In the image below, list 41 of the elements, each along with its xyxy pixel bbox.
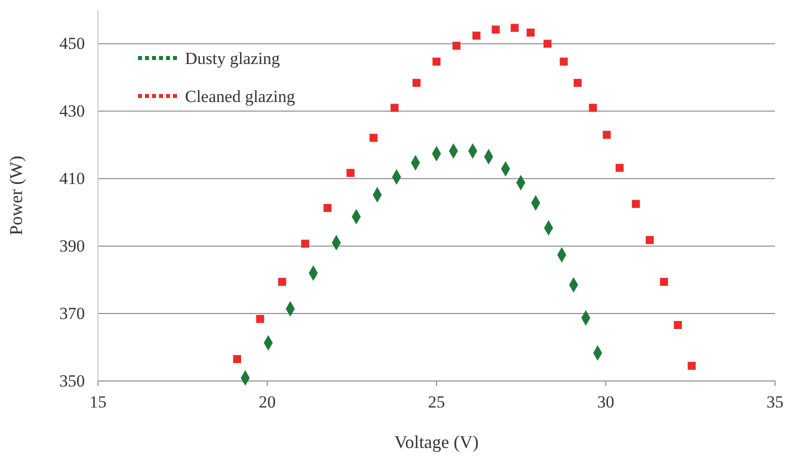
- point: [324, 204, 332, 212]
- point: [412, 78, 421, 87]
- y-axis-title: Power (W): [6, 156, 26, 236]
- point: [674, 321, 682, 330]
- x-axis-title: Voltage (V): [394, 432, 479, 452]
- point: [452, 42, 460, 50]
- y-tick-label: 370: [59, 304, 85, 323]
- point: [602, 130, 611, 139]
- legend-label: Dusty glazing: [185, 49, 280, 68]
- legend-label: Cleaned glazing: [185, 87, 296, 106]
- point: [301, 240, 310, 248]
- point: [346, 168, 355, 177]
- point: [646, 236, 654, 244]
- y-tick-label: 450: [59, 34, 85, 54]
- x-tick-label: 25: [428, 392, 445, 412]
- x-tick-label: 35: [766, 392, 784, 412]
- y-tick-label: 350: [59, 371, 85, 390]
- point: [616, 164, 624, 172]
- y-tick-label: 430: [59, 102, 85, 121]
- point: [492, 26, 500, 34]
- point: [370, 134, 378, 142]
- x-tick-label: 15: [90, 392, 106, 412]
- point: [588, 104, 597, 112]
- point: [233, 355, 242, 364]
- x-tick-label: 20: [258, 392, 276, 412]
- point: [510, 24, 519, 32]
- point: [560, 58, 568, 66]
- point: [544, 40, 552, 48]
- point: [390, 104, 399, 112]
- point: [432, 58, 440, 66]
- point: [660, 278, 668, 286]
- point: [688, 362, 696, 370]
- point: [256, 314, 264, 323]
- y-tick-label: 390: [59, 236, 85, 256]
- y-tick-label: 410: [59, 169, 85, 188]
- point: [472, 32, 480, 40]
- point: [278, 278, 286, 286]
- point: [574, 78, 582, 87]
- point: [526, 28, 535, 37]
- point: [632, 200, 640, 208]
- x-tick-label: 30: [597, 392, 614, 412]
